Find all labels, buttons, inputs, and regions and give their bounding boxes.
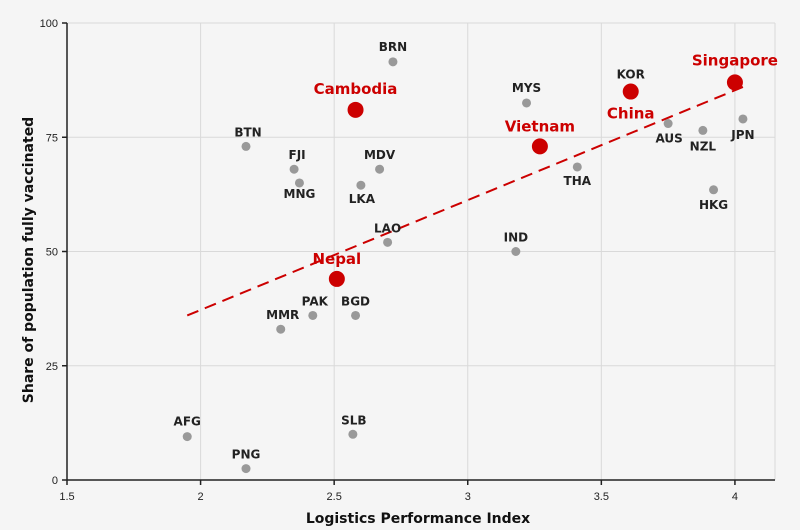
data-point-btn <box>241 141 251 151</box>
data-point-bgd <box>351 310 361 320</box>
point-label-lao: LAO <box>374 221 401 235</box>
point-label-vietnam: Vietnam <box>505 117 575 135</box>
point-label-mys: MYS <box>512 81 541 95</box>
point-label-nzl: NZL <box>690 139 717 153</box>
data-point-tha <box>572 162 582 172</box>
x-tick-label: 1.5 <box>59 491 74 503</box>
point-label-lka: LKA <box>349 192 376 206</box>
point-label-tha: THA <box>564 174 592 188</box>
point-label-fji: FJI <box>289 148 306 162</box>
point-label-mmr: MMR <box>266 308 299 322</box>
point-label-brn: BRN <box>379 40 407 54</box>
trendline <box>186 86 744 317</box>
x-tick-label: 3 <box>465 491 471 503</box>
y-tick-label: 75 <box>46 132 58 144</box>
data-point-hkg <box>709 185 719 195</box>
data-point-cambodia <box>347 101 364 118</box>
point-label-mdv: MDV <box>364 148 396 162</box>
point-label-mng: MNG <box>284 187 316 201</box>
data-point-slb <box>348 429 358 439</box>
point-label-aus: AUS <box>655 132 682 146</box>
point-labels-group: BRN Cambodia MYS KOR China Singapore BTN FJI MNG… <box>174 40 778 462</box>
data-point-lao <box>383 237 393 247</box>
point-label-china: China <box>607 105 655 123</box>
data-point-mng <box>294 178 304 188</box>
point-label-jpn: JPN <box>730 128 754 142</box>
point-label-singapore: Singapore <box>692 51 778 69</box>
trendline-group <box>186 86 744 317</box>
data-point-vietnam <box>531 138 548 155</box>
data-point-fji <box>289 164 299 174</box>
point-label-kor: KOR <box>617 67 645 81</box>
point-label-cambodia: Cambodia <box>314 80 398 98</box>
data-point-china <box>622 83 639 100</box>
x-axis-title: Logistics Performance Index <box>306 511 530 527</box>
data-point-mmr <box>276 324 286 334</box>
points-group <box>182 57 748 474</box>
y-tick-label: 50 <box>46 247 58 259</box>
y-tick-label: 25 <box>46 361 58 373</box>
point-label-slb: SLB <box>341 413 366 427</box>
point-label-bgd: BGD <box>341 294 370 308</box>
point-label-png: PNG <box>232 448 261 462</box>
x-tick-label: 2 <box>198 491 204 503</box>
x-tick-label: 2.5 <box>327 491 342 503</box>
data-point-mdv <box>375 164 385 174</box>
x-tick-label: 4 <box>732 491 738 503</box>
x-tick-label: 3.5 <box>594 491 609 503</box>
point-label-ind: IND <box>504 231 529 245</box>
point-label-btn: BTN <box>234 125 261 139</box>
data-point-brn <box>388 57 398 67</box>
data-point-aus <box>663 119 673 129</box>
data-point-afg <box>182 432 192 442</box>
y-tick-label: 100 <box>40 18 58 30</box>
data-point-png <box>241 464 251 474</box>
y-axis-title: Share of population fully vaccinated <box>21 117 37 403</box>
data-point-pak <box>308 310 318 320</box>
data-point-lka <box>356 180 366 190</box>
point-label-hkg: HKG <box>699 198 728 212</box>
data-point-nepal <box>328 270 345 287</box>
data-point-jpn <box>738 114 748 124</box>
point-label-nepal: Nepal <box>312 250 361 268</box>
data-point-singapore <box>726 74 743 91</box>
data-point-ind <box>511 247 521 256</box>
point-label-pak: PAK <box>302 294 329 308</box>
grid <box>67 22 776 480</box>
point-label-afg: AFG <box>174 415 201 429</box>
axes: 1.5 2 2.5 3 3.5 4 0 25 50 75 100 <box>40 18 775 503</box>
data-point-mys <box>522 98 532 108</box>
y-tick-label: 0 <box>52 475 58 487</box>
data-point-nzl <box>698 125 708 135</box>
